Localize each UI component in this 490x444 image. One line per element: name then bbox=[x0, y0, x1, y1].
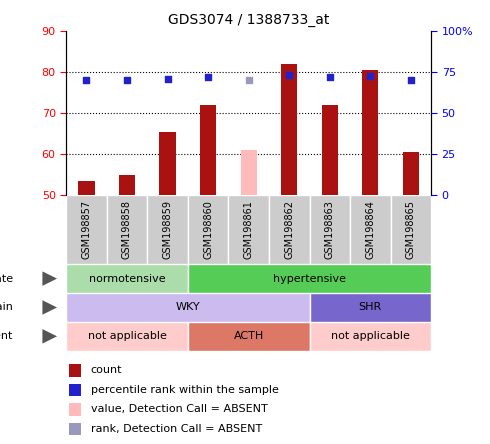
Bar bbox=[188, 195, 228, 264]
Bar bbox=[322, 105, 338, 195]
Bar bbox=[228, 195, 269, 264]
Bar bbox=[310, 293, 431, 322]
Text: agent: agent bbox=[0, 331, 13, 341]
Bar bbox=[188, 264, 431, 293]
Bar bbox=[66, 293, 310, 322]
Point bbox=[326, 74, 334, 81]
Bar bbox=[159, 132, 176, 195]
Bar bbox=[188, 322, 310, 351]
Text: GSM198858: GSM198858 bbox=[122, 200, 132, 259]
Bar bbox=[241, 150, 257, 195]
Bar bbox=[69, 403, 81, 416]
Text: not applicable: not applicable bbox=[331, 331, 410, 341]
Bar bbox=[66, 264, 188, 293]
Point bbox=[82, 76, 90, 83]
Bar bbox=[69, 423, 81, 435]
Bar bbox=[69, 384, 81, 396]
Bar bbox=[69, 364, 81, 377]
Bar bbox=[66, 195, 107, 264]
Text: strain: strain bbox=[0, 302, 13, 313]
Text: GSM198859: GSM198859 bbox=[163, 200, 172, 259]
Bar bbox=[66, 322, 188, 351]
Bar bbox=[107, 195, 147, 264]
Point bbox=[407, 77, 415, 84]
Polygon shape bbox=[43, 329, 57, 344]
Bar bbox=[119, 175, 135, 195]
Point bbox=[123, 77, 131, 84]
Text: GSM198863: GSM198863 bbox=[325, 200, 335, 259]
Bar bbox=[362, 70, 378, 195]
Text: disease state: disease state bbox=[0, 274, 13, 284]
Point bbox=[245, 76, 253, 83]
Polygon shape bbox=[43, 300, 57, 315]
Text: ACTH: ACTH bbox=[234, 331, 264, 341]
Point bbox=[367, 73, 374, 80]
Bar bbox=[281, 64, 297, 195]
Point bbox=[285, 72, 293, 79]
Polygon shape bbox=[43, 271, 57, 286]
Bar bbox=[310, 195, 350, 264]
Bar bbox=[350, 195, 391, 264]
Bar bbox=[310, 322, 431, 351]
Point bbox=[204, 74, 212, 81]
Text: GSM198864: GSM198864 bbox=[366, 200, 375, 259]
Text: SHR: SHR bbox=[359, 302, 382, 313]
Text: normotensive: normotensive bbox=[89, 274, 165, 284]
Title: GDS3074 / 1388733_at: GDS3074 / 1388733_at bbox=[168, 13, 329, 27]
Text: WKY: WKY bbox=[175, 302, 200, 313]
Text: count: count bbox=[91, 365, 122, 375]
Text: GSM198865: GSM198865 bbox=[406, 200, 416, 259]
Bar bbox=[403, 152, 419, 195]
Text: hypertensive: hypertensive bbox=[273, 274, 346, 284]
Text: not applicable: not applicable bbox=[88, 331, 167, 341]
Text: GSM198860: GSM198860 bbox=[203, 200, 213, 259]
Bar bbox=[200, 105, 216, 195]
Bar bbox=[78, 181, 95, 195]
Text: percentile rank within the sample: percentile rank within the sample bbox=[91, 385, 278, 395]
Text: rank, Detection Call = ABSENT: rank, Detection Call = ABSENT bbox=[91, 424, 262, 434]
Text: GSM198857: GSM198857 bbox=[81, 200, 92, 259]
Bar bbox=[391, 195, 431, 264]
Bar bbox=[147, 195, 188, 264]
Point bbox=[164, 75, 171, 82]
Text: GSM198862: GSM198862 bbox=[284, 200, 294, 259]
Text: value, Detection Call = ABSENT: value, Detection Call = ABSENT bbox=[91, 404, 268, 414]
Text: GSM198861: GSM198861 bbox=[244, 200, 254, 259]
Bar bbox=[269, 195, 310, 264]
